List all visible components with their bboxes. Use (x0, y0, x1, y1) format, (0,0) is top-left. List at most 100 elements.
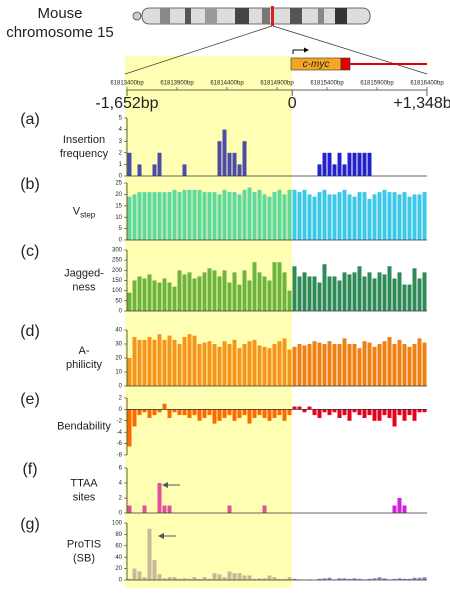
bar (332, 344, 337, 386)
bar (287, 349, 292, 386)
bar (147, 192, 152, 240)
bar (392, 278, 397, 311)
y-tick-label: 20 (115, 192, 122, 198)
bar (322, 189, 327, 240)
bar (292, 266, 297, 311)
bar (297, 344, 302, 386)
bar (177, 192, 182, 240)
bar (127, 578, 132, 580)
bar (262, 578, 267, 580)
bar (147, 274, 152, 311)
bar (312, 276, 317, 311)
panel-letter: (a) (20, 111, 40, 128)
bar (157, 409, 162, 413)
bar (267, 575, 272, 580)
y-tick-label: 4 (119, 481, 123, 487)
bar (357, 192, 362, 240)
bar (167, 505, 172, 513)
bar (147, 409, 152, 418)
y-tick-label: 100 (112, 288, 123, 294)
bar (357, 409, 362, 416)
bar (417, 194, 422, 240)
bar (272, 409, 277, 418)
bar (327, 341, 332, 386)
bar (377, 272, 382, 311)
bar (137, 409, 142, 416)
bar (262, 409, 267, 418)
panel-letter: (g) (20, 516, 40, 533)
bar (402, 505, 407, 513)
bar (282, 272, 287, 311)
y-tick-label: 80 (115, 532, 122, 538)
bar (327, 276, 332, 311)
bar (227, 409, 232, 416)
bar (287, 577, 292, 580)
bar (207, 268, 212, 311)
bar (172, 577, 177, 580)
bar (402, 344, 407, 386)
bar (382, 409, 387, 416)
bar (397, 498, 402, 513)
bar (282, 578, 287, 580)
bar (162, 339, 167, 386)
bar (287, 290, 292, 311)
bar (362, 152, 367, 176)
bar (397, 578, 402, 580)
bar (232, 339, 237, 386)
bar (257, 189, 262, 240)
bar (372, 409, 377, 421)
bar (262, 276, 267, 311)
bar (162, 578, 167, 580)
chromosome (124, 6, 428, 75)
bar (217, 574, 222, 580)
coord-tick-label: 61815400bp (310, 81, 344, 87)
bar (142, 409, 147, 413)
bar (207, 578, 212, 580)
bar (222, 270, 227, 311)
bar (402, 192, 407, 240)
bar (177, 270, 182, 311)
bar (317, 164, 322, 176)
y-tick-label: 2 (119, 496, 123, 502)
bar (422, 342, 427, 386)
bar (287, 189, 292, 240)
bar (407, 284, 412, 311)
bar (217, 409, 222, 421)
bar (237, 194, 242, 240)
bar (282, 338, 287, 386)
bar (402, 409, 407, 421)
bar (322, 264, 327, 311)
bar (202, 272, 207, 311)
bar (182, 578, 187, 580)
bar (307, 194, 312, 240)
bar (197, 276, 202, 311)
bar (182, 274, 187, 311)
bar (352, 578, 357, 580)
bar (172, 409, 177, 413)
bar (347, 152, 352, 176)
bar (247, 280, 252, 311)
y-tick-label: -4 (117, 430, 123, 436)
bar (202, 409, 207, 418)
bar (402, 284, 407, 311)
bar (302, 272, 307, 311)
bar (302, 345, 307, 386)
y-tick-label: -6 (117, 441, 123, 447)
bar (177, 344, 182, 386)
bar (322, 578, 327, 580)
bar (177, 578, 182, 580)
y-tick-label: 60 (115, 543, 122, 549)
panel-label: ness (72, 281, 96, 293)
bar (132, 337, 137, 386)
bar (207, 409, 212, 416)
bar (332, 276, 337, 311)
bar (167, 192, 172, 240)
bar (417, 577, 422, 580)
bar (182, 164, 187, 176)
bar (227, 344, 232, 386)
bar (222, 341, 227, 386)
bar (337, 578, 342, 580)
bar (137, 192, 142, 240)
bar (192, 189, 197, 240)
bar (252, 262, 257, 311)
